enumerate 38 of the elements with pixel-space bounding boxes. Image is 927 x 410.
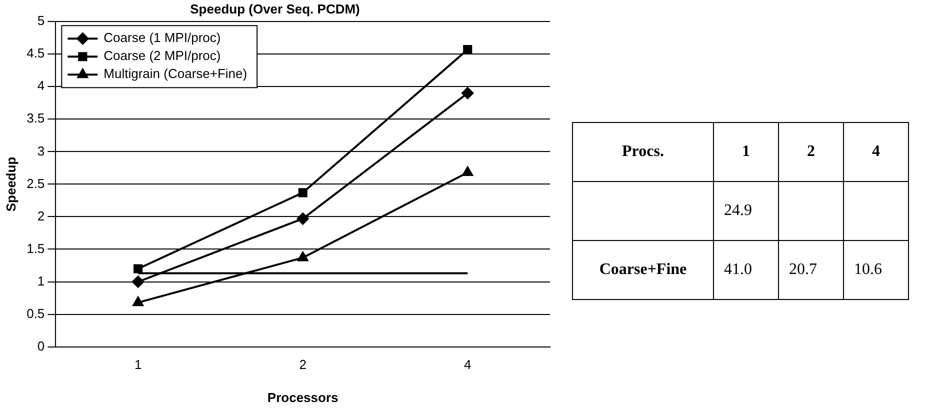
- y-tick-label: 4.5: [26, 46, 45, 61]
- text: Procs.: [572, 122, 714, 182]
- point: [298, 188, 308, 198]
- text: 20.7: [789, 261, 817, 278]
- point: [462, 166, 473, 176]
- category-label: 4: [844, 122, 908, 182]
- point: [462, 87, 474, 100]
- x-tick-label: 2: [299, 357, 306, 372]
- legend-label: Coarse (1 MPI/proc): [104, 30, 221, 46]
- point: [134, 264, 143, 274]
- x-axis-title: Processors: [267, 390, 338, 405]
- point: [298, 252, 308, 262]
- y-tick-label: 0: [37, 338, 45, 354]
- y-tick-label: 3.5: [26, 110, 45, 126]
- x-tick-label: 4: [464, 357, 472, 372]
- text: 41.0: [724, 261, 752, 278]
- category-label: 1: [714, 122, 778, 182]
- legend-label: Coarse (2 MPI/proc): [104, 48, 221, 64]
- y-tick-label: 2: [37, 208, 45, 224]
- point: [132, 296, 144, 306]
- chart-title: Speedup (Over Seq. PCDM): [190, 1, 360, 16]
- y-tick-label: 2.5: [26, 176, 45, 191]
- point: [463, 45, 472, 54]
- y-tick-label: 4: [37, 78, 45, 94]
- point: [296, 212, 309, 225]
- y-tick-label: 1: [37, 273, 45, 288]
- category-label: Coarse+Fine: [599, 261, 687, 278]
- text: 10.6: [854, 261, 882, 278]
- legend-label: Multigrain (Coarse+Fine): [104, 66, 248, 82]
- y-tick-label: 1.5: [26, 240, 45, 256]
- y-tick-label: 0.5: [26, 306, 45, 321]
- x-tick-label: 1: [134, 357, 142, 372]
- point: [132, 276, 144, 288]
- y-tick-label: 5: [37, 13, 45, 28]
- text: 24.9: [724, 202, 752, 219]
- y-axis-title: Speedup: [3, 156, 18, 212]
- y-tick-label: 3: [37, 143, 45, 158]
- category-label: 2: [778, 122, 844, 182]
